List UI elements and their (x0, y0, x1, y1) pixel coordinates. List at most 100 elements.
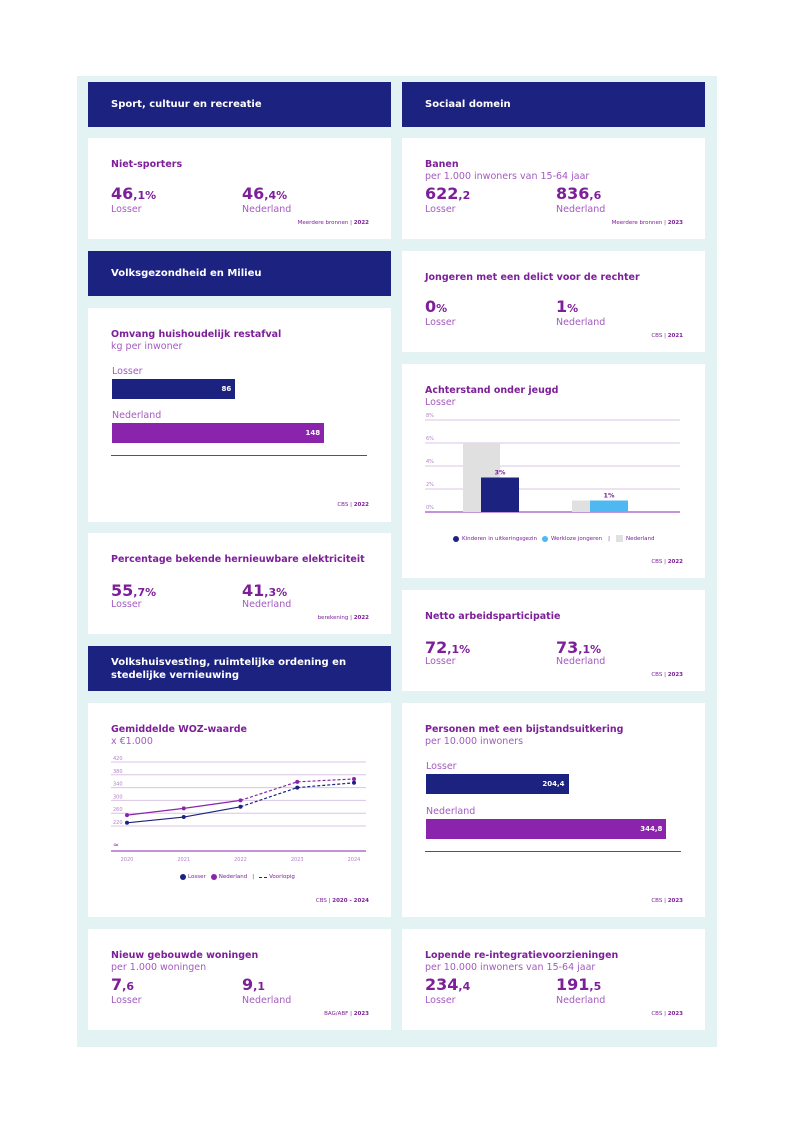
nederland-value: 1% (556, 297, 579, 316)
card-arbeidsparticipatie: Netto arbeidsparticipatie 72,1% Losser 7… (402, 590, 705, 691)
data-point-losser (238, 804, 243, 809)
losser-bar: 86 (112, 379, 236, 399)
card-subtitle: per 10.000 inwoners (425, 736, 524, 747)
card-title: Lopende re-integratievoorzieningen (425, 950, 619, 961)
legend-separator: | (252, 874, 255, 880)
legend-swatch-blue-icon (541, 535, 548, 542)
source-note: CBS | 2020 - 2024 (315, 898, 369, 904)
y-tick-label: 380 (113, 769, 123, 775)
card-title: Niet-sporters (111, 159, 183, 170)
data-point-losser (352, 780, 356, 785)
card-hernieuwbaar: Percentage bekende hernieuwbare elektric… (88, 533, 391, 634)
y-tick-label: 0% (426, 505, 434, 511)
y-tick-label: 2% (426, 482, 434, 488)
card-nieuwbouw: Nieuw gebouwde woningen per 1.000 woning… (88, 929, 391, 1030)
source-note: Meerdere bronnen | 2023 (611, 220, 683, 226)
nederland-label: Nederland (556, 317, 606, 328)
series-line-provisional-losser (240, 782, 355, 808)
card-subtitle: per 10.000 inwoners van 15-64 jaar (425, 962, 596, 973)
losser-label: Losser (425, 656, 456, 667)
card-title: Jongeren met een delict voor de rechter (425, 272, 640, 283)
card-woz: Gemiddelde WOZ-waarde x €1.000 220 260 300… (88, 703, 391, 917)
losser-label: Losser (425, 995, 456, 1006)
card-subtitle: per 1.000 woningen (111, 962, 207, 973)
data-point-losser (181, 815, 186, 820)
source-note: berekening | 2022 (317, 615, 369, 621)
nederland-bar-label: Nederland (426, 806, 476, 817)
nederland-label: Nederland (242, 204, 292, 215)
card-banen: Banen per 1.000 inwoners van 15-64 jaar … (402, 138, 705, 239)
nederland-value: 73,1% (556, 638, 602, 657)
chart-legend: Losser Nederland | Voorlopig (180, 874, 295, 880)
legend-swatch-purple-icon (210, 874, 217, 880)
losser-label: Losser (111, 995, 142, 1006)
losser-bar-label: Losser (112, 366, 143, 377)
x-tick-label: 2023 (291, 857, 304, 863)
card-achterstand: Achterstand onder jeugd Losser 0% 2% 4% 6% 8… (402, 364, 705, 578)
losser-value: 46,1% (111, 184, 157, 203)
nederland-value: 836,6 (556, 184, 602, 203)
legend-label: Nederland (218, 874, 248, 880)
card-title: Gemiddelde WOZ-waarde (111, 724, 247, 735)
card-title: Nieuw gebouwde woningen (111, 950, 259, 961)
card-title: Netto arbeidsparticipatie (425, 611, 561, 622)
legend-swatch-gray-icon (615, 535, 623, 542)
woz-chart: 220 260 300 340 380 420 ≈2020 2021 2022 2023 2024 (111, 756, 366, 863)
source-note: CBS | 2022 (337, 502, 369, 508)
card-subtitle: per 1.000 inwoners van 15-64 jaar (425, 171, 590, 182)
section-title: Sociaal domein (425, 99, 511, 110)
card-restafval: Omvang huishoudelijk restafval kg per in… (88, 308, 391, 522)
source-note: Meerdere bronnen | 2022 (297, 220, 369, 226)
losser-value: 0% (425, 297, 448, 316)
x-tick-label: 2020 (121, 857, 134, 863)
data-point-nederland (295, 779, 300, 784)
card-subtitle: Losser (425, 397, 456, 408)
bar-losser (481, 477, 519, 512)
nederland-label: Nederland (556, 204, 606, 215)
legend-swatch-navy-icon (453, 535, 459, 542)
card-jongeren-delict: Jongeren met een delict voor de rechter … (402, 251, 705, 352)
nederland-bar-label: Nederland (112, 410, 162, 421)
data-point-losser (295, 785, 300, 790)
losser-value: 55,7% (111, 581, 157, 600)
baseline (111, 455, 367, 456)
losser-bar-label: Losser (426, 761, 457, 772)
x-tick-label: 2024 (348, 857, 361, 863)
bar-losser (590, 500, 628, 512)
losser-value: 234,4 (425, 975, 471, 994)
source-note: CBS | 2023 (651, 672, 683, 678)
card-title: Percentage bekende hernieuwbare elektric… (111, 554, 365, 565)
nederland-label: Nederland (556, 656, 606, 667)
section-header-volkshuisvesting: Volkshuisvesting, ruimtelijke ordening e… (88, 646, 391, 691)
nederland-label: Nederland (242, 995, 292, 1006)
card-title: Personen met een bijstandsuitkering (425, 724, 624, 735)
y-tick-label: 340 (113, 782, 123, 788)
nederland-value: 46,4% (242, 184, 288, 203)
card-title: Banen (425, 159, 459, 170)
baseline (425, 851, 681, 852)
losser-label: Losser (111, 204, 142, 215)
data-label: 3% (494, 469, 506, 477)
source-note: CBS | 2023 (651, 1011, 683, 1017)
legend-label: Nederland (625, 535, 655, 542)
legend-label: Losser (188, 874, 206, 880)
nederland-value: 9,1 (242, 975, 265, 994)
nederland-label: Nederland (556, 995, 606, 1006)
data-point-nederland (181, 806, 186, 811)
y-tick-label: 420 (113, 756, 123, 762)
axis-break-icon: ≈ (113, 841, 119, 849)
nederland-bar: 148 (112, 423, 325, 443)
section-header-sociaal: Sociaal domein (402, 82, 705, 127)
card-reintegratie: Lopende re-integratievoorzieningen per 1… (402, 929, 705, 1030)
losser-value: 7,6 (111, 975, 134, 994)
x-tick-label: 2021 (177, 857, 190, 863)
chart-legend: Kinderen in uitkeringsgezin Werkloze jon… (453, 535, 654, 542)
legend-separator: | (608, 535, 610, 542)
card-title: Omvang huishoudelijk restafval (111, 329, 282, 340)
card-title: Achterstand onder jeugd (425, 385, 559, 396)
card-subtitle: x €1.000 (111, 736, 153, 747)
y-tick-label: 260 (113, 807, 123, 813)
series-line-provisional-nederland (240, 778, 355, 801)
nederland-bar: 344,8 (426, 819, 667, 839)
y-tick-label: 6% (426, 436, 434, 442)
